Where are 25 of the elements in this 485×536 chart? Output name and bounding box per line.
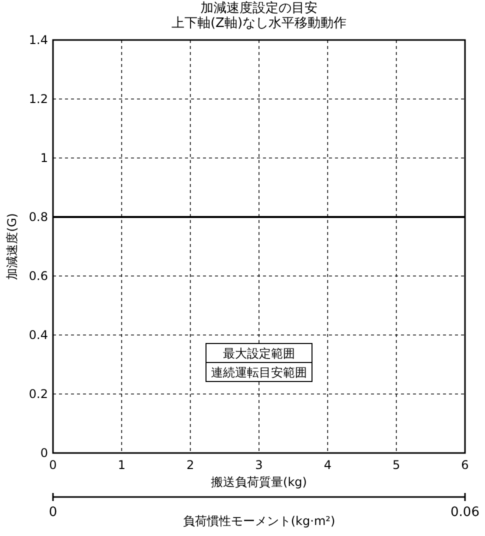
- y-tick-label: 0.2: [28, 387, 48, 401]
- x-tick-label: 5: [392, 458, 400, 472]
- y-tick-label: 1.4: [28, 33, 48, 47]
- x-tick-label: 1: [118, 458, 126, 472]
- x-tick-label: 2: [186, 458, 194, 472]
- x2-axis-title: 負荷慣性モーメント(kg·m²): [182, 514, 336, 528]
- annotation: 連続運転目安範囲: [206, 362, 312, 382]
- x-tick-label: 6: [461, 458, 469, 472]
- annotation: 最大設定範囲: [206, 343, 312, 363]
- x-tick-label: 4: [324, 458, 332, 472]
- annotation: 最大設定範囲: [223, 346, 295, 360]
- x-axis-title: 搬送負荷質量(kg): [211, 475, 307, 489]
- y-tick-label: 0.6: [28, 269, 48, 283]
- x-tick-label: 3: [255, 458, 263, 472]
- y-tick-label: 1: [40, 151, 48, 165]
- x-tick-label: 0: [49, 458, 57, 472]
- y-tick-label: 0: [40, 446, 48, 460]
- y-tick-label: 1.2: [28, 92, 48, 106]
- chart-title: 加減速度設定の目安: [200, 0, 318, 16]
- y-tick-label: 0.8: [28, 210, 48, 224]
- x2-tick-label: 0.06: [450, 505, 480, 520]
- chart-subtitle: 上下軸(Z軸)なし水平移動動作: [171, 16, 347, 31]
- y-axis-title: 加減速度(G): [5, 213, 19, 280]
- annotation: 連続運転目安範囲: [211, 366, 307, 380]
- y-tick-label: 0.4: [28, 328, 48, 342]
